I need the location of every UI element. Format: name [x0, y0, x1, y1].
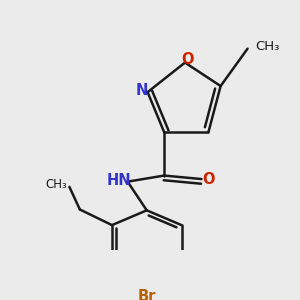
Text: CH₃: CH₃	[46, 178, 67, 191]
Text: Br: Br	[138, 289, 156, 300]
Text: O: O	[181, 52, 193, 68]
Text: CH₃: CH₃	[255, 40, 280, 53]
Text: HN: HN	[106, 173, 131, 188]
Text: N: N	[136, 83, 148, 98]
Text: O: O	[202, 172, 214, 187]
